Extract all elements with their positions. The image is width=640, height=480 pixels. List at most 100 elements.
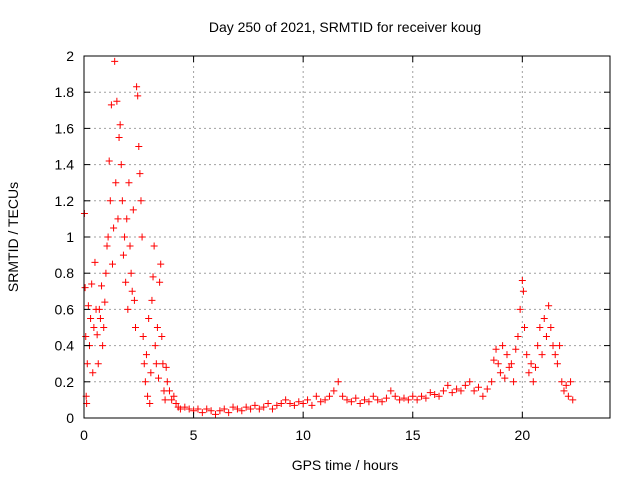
data-point — [567, 378, 575, 386]
data-point — [152, 360, 160, 368]
grid-lines — [84, 56, 610, 418]
data-point — [161, 396, 169, 404]
data-point — [150, 242, 158, 250]
data-point — [220, 405, 228, 413]
data-point — [126, 242, 134, 250]
data-point — [134, 92, 142, 100]
data-point — [400, 394, 408, 402]
data-point — [352, 394, 360, 402]
data-point — [122, 278, 130, 286]
data-point — [247, 405, 255, 413]
data-point — [356, 400, 364, 408]
data-point — [82, 333, 90, 341]
data-point — [529, 378, 537, 386]
data-point — [461, 381, 469, 389]
data-point — [409, 392, 417, 400]
data-point — [369, 392, 377, 400]
data-point — [439, 387, 447, 395]
data-point — [475, 383, 482, 391]
data-point — [105, 157, 113, 165]
data-point — [198, 409, 206, 417]
data-point — [418, 392, 426, 400]
data-point — [123, 215, 131, 223]
data-point — [365, 398, 373, 406]
x-tick-label: 0 — [80, 427, 88, 443]
data-point — [382, 394, 390, 402]
data-point — [83, 360, 91, 368]
data-point — [496, 369, 504, 377]
data-point — [94, 360, 102, 368]
data-point — [98, 282, 106, 290]
data-point — [562, 381, 570, 389]
data-point — [119, 251, 127, 259]
y-tick-label: 0 — [66, 410, 74, 426]
data-point — [304, 396, 312, 404]
data-point — [264, 400, 272, 408]
data-point — [141, 378, 149, 386]
data-point — [212, 410, 219, 418]
data-point — [108, 260, 116, 268]
data-point — [91, 258, 99, 266]
data-points — [80, 57, 577, 418]
data-point — [564, 392, 572, 400]
y-tick-label: 0.2 — [55, 374, 75, 390]
data-point — [378, 398, 386, 406]
data-point — [170, 392, 178, 400]
data-point — [145, 314, 153, 322]
data-point — [516, 305, 524, 313]
data-point — [538, 351, 546, 359]
y-axis-label: SRMTID / TECUs — [5, 182, 21, 292]
data-point — [295, 398, 303, 406]
data-point — [106, 197, 114, 205]
data-point — [558, 378, 566, 386]
data-point — [260, 403, 268, 411]
data-point — [95, 305, 103, 313]
data-point — [507, 360, 515, 368]
data-point — [233, 405, 241, 413]
data-point — [138, 233, 146, 241]
data-point — [505, 363, 513, 371]
data-point — [492, 345, 500, 353]
data-point — [299, 400, 307, 408]
data-point — [118, 197, 126, 205]
data-point — [549, 342, 557, 350]
data-point — [453, 385, 461, 393]
data-point — [156, 278, 164, 286]
data-point — [540, 314, 548, 322]
data-point — [523, 351, 531, 359]
chart-title: Day 250 of 2021, SRMTID for receiver kou… — [209, 19, 481, 35]
data-point — [547, 324, 555, 331]
data-point — [81, 284, 89, 292]
data-point — [514, 333, 522, 341]
data-point — [125, 179, 133, 187]
x-axis-label: GPS time / hours — [292, 457, 399, 473]
data-point — [374, 396, 382, 404]
data-point — [148, 296, 156, 304]
data-point — [494, 360, 502, 368]
y-tick-label: 0.8 — [55, 265, 75, 281]
data-point — [115, 133, 123, 141]
data-point — [290, 401, 298, 409]
data-point — [536, 324, 544, 331]
data-point — [413, 396, 421, 404]
data-point — [556, 342, 564, 350]
data-point — [422, 394, 430, 402]
data-point — [130, 296, 138, 304]
data-point — [158, 333, 166, 341]
data-point — [490, 356, 498, 364]
x-tick-label: 10 — [295, 427, 311, 443]
data-point — [111, 57, 119, 65]
y-tick-label: 1.4 — [55, 157, 75, 173]
data-point — [282, 396, 290, 404]
data-point — [457, 387, 465, 395]
data-point — [426, 389, 434, 397]
data-point — [157, 260, 165, 268]
data-point — [273, 401, 281, 409]
data-point — [560, 387, 568, 395]
data-point — [151, 342, 159, 350]
data-point — [135, 143, 143, 150]
data-point — [308, 401, 316, 409]
y-tick-labels: 0 0.2 0.4 0.6 0.8 1 1.2 1.4 1.6 1.8 2 — [55, 48, 75, 426]
data-point — [159, 360, 167, 368]
